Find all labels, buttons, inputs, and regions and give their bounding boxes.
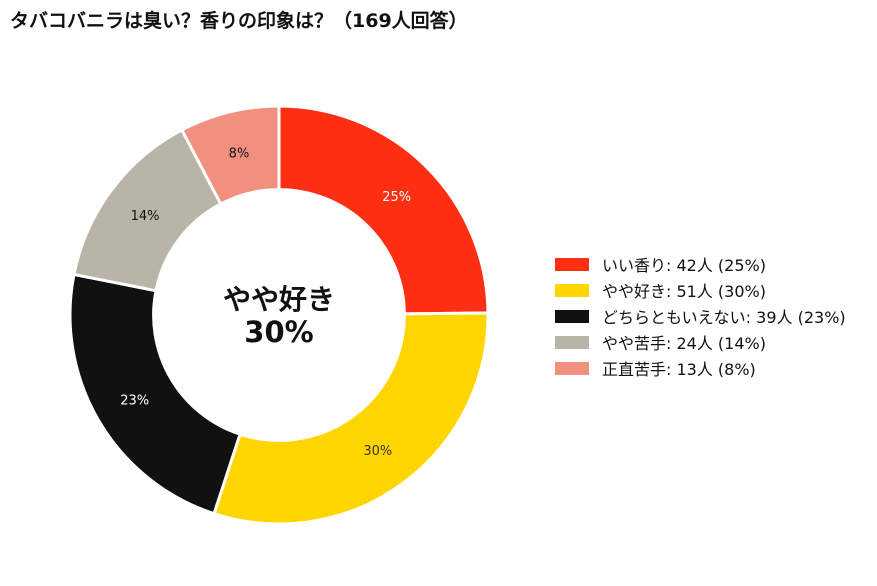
legend-item-3: どちらともいえない: 39人 (23%): [555, 303, 846, 329]
slice-label-1: 25%: [382, 190, 411, 205]
legend-item-1: いい香り: 42人 (25%): [555, 251, 846, 277]
legend-swatch-4: [555, 335, 589, 349]
slice-label-4: 14%: [131, 209, 160, 224]
slice-label-2: 30%: [363, 444, 392, 459]
slice-percent-labels: 25% 30% 23% 14% 8%: [120, 147, 411, 459]
center-label-percent: 30%: [244, 315, 313, 349]
legend-swatch-2: [555, 283, 589, 297]
chart-legend: いい香り: 42人 (25%) やや好き: 51人 (30%) どちらともいえない:…: [555, 251, 846, 381]
legend-item-5: 正直苦手: 13人 (8%): [555, 355, 846, 381]
donut-slices: [68, 104, 490, 526]
legend-swatch-3: [555, 309, 589, 323]
slice-label-5: 8%: [229, 147, 250, 162]
legend-label-3: どちらともいえない: 39人 (23%): [602, 308, 846, 327]
legend-item-2: やや好き: 51人 (30%): [555, 277, 846, 303]
legend-swatch-1: [555, 257, 589, 271]
slice-3: [68, 272, 242, 516]
slice-5: [179, 104, 281, 206]
legend-label-1: いい香り: 42人 (25%): [602, 256, 766, 275]
center-label-name: やや好き: [223, 283, 335, 316]
legend-label-2: やや好き: 51人 (30%): [602, 282, 766, 301]
slice-label-3: 23%: [120, 393, 149, 408]
legend-label-5: 正直苦手: 13人 (8%): [602, 360, 756, 379]
legend-item-4: やや苦手: 24人 (14%): [555, 329, 846, 355]
slice-1: [277, 104, 490, 316]
legend-label-4: やや苦手: 24人 (14%): [602, 334, 766, 353]
slice-2: [212, 311, 490, 526]
legend-swatch-5: [555, 361, 589, 375]
chart-title: タバコバニラは臭い？香りの印象は？（169人回答）: [10, 10, 468, 32]
